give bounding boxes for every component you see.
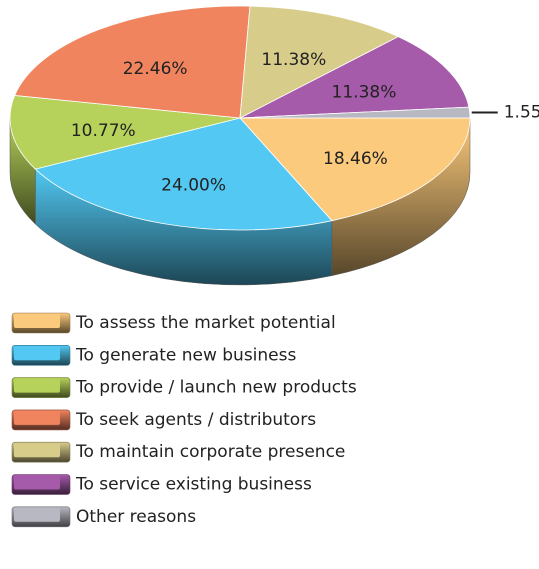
legend-swatch-top	[14, 410, 60, 425]
legend-label: Other reasons	[76, 507, 196, 527]
data-label: 24.00%	[161, 175, 226, 195]
legend-label: To service existing business	[75, 475, 312, 495]
data-label: 10.77%	[71, 121, 136, 141]
slice	[239, 106, 471, 119]
slice	[239, 5, 400, 119]
data-label: 18.46%	[323, 149, 388, 169]
legend-label: To seek agents / distributors	[75, 410, 316, 430]
slice	[14, 5, 251, 119]
legend-label: To assess the market potential	[75, 313, 336, 333]
data-label: 1.55%	[504, 103, 539, 123]
legend-swatch-top	[14, 443, 60, 458]
slice	[239, 36, 470, 119]
legend-swatch-top	[14, 314, 60, 328]
legend-label: To maintain corporate presence	[75, 442, 345, 462]
legend-swatch-top	[14, 346, 60, 361]
data-label: 11.38%	[261, 50, 326, 70]
legend-swatch-top	[14, 507, 60, 522]
legend-swatch-top	[14, 378, 60, 393]
slice	[239, 117, 471, 222]
data-label: 11.38%	[332, 82, 397, 102]
legend-label: To provide / launch new products	[75, 378, 357, 398]
slice	[34, 117, 333, 231]
data-label: 22.46%	[123, 59, 188, 79]
legend-label: To generate new business	[75, 345, 296, 365]
legend-swatch-top	[14, 475, 60, 490]
slice	[9, 94, 241, 170]
